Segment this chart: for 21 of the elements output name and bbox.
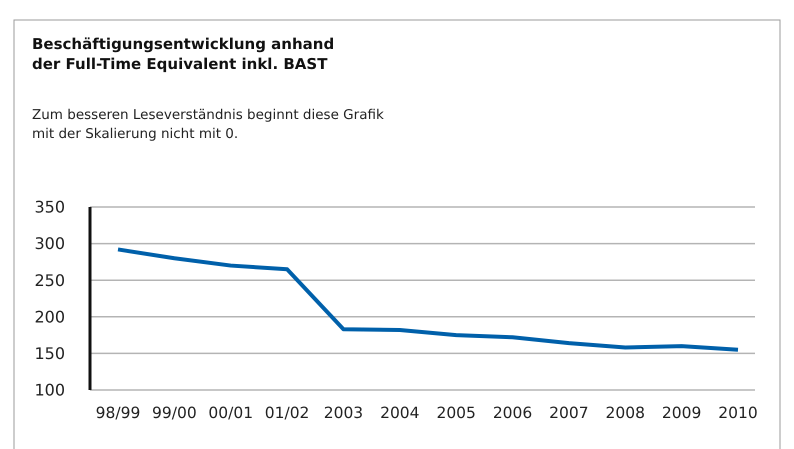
y-tick-label: 300 bbox=[34, 234, 65, 254]
y-tick-label: 250 bbox=[34, 270, 65, 290]
x-tick-label: 2010 bbox=[718, 404, 758, 422]
x-tick-label: 00/01 bbox=[208, 404, 254, 422]
x-tick-label: 2003 bbox=[324, 404, 364, 422]
x-tick-label: 99/00 bbox=[152, 404, 197, 422]
y-tick-label: 200 bbox=[34, 307, 65, 326]
y-tick-label: 100 bbox=[34, 380, 65, 400]
y-tick-label: 350 bbox=[34, 198, 65, 217]
x-tick-label: 2009 bbox=[662, 404, 702, 422]
x-tick-label: 2007 bbox=[549, 404, 589, 422]
x-tick-label: 2005 bbox=[436, 404, 476, 422]
chart-title: Beschäftigungsentwicklung anhand der Full-Time Equivalent inkl. BAST bbox=[32, 35, 334, 73]
line-series bbox=[116, 247, 740, 352]
x-tick-label: 2004 bbox=[380, 404, 420, 422]
x-tick-label: 01/02 bbox=[264, 404, 310, 422]
y-tick-label: 150 bbox=[34, 344, 65, 363]
x-tick-label: 2008 bbox=[606, 404, 645, 422]
x-tick-label: 98/99 bbox=[96, 404, 140, 422]
x-tick-label: 2006 bbox=[492, 404, 532, 422]
chart-subtitle: Zum besseren Leseverständnis beginnt diese Grafik mit der Skalierung nicht mit 0. bbox=[32, 107, 384, 142]
